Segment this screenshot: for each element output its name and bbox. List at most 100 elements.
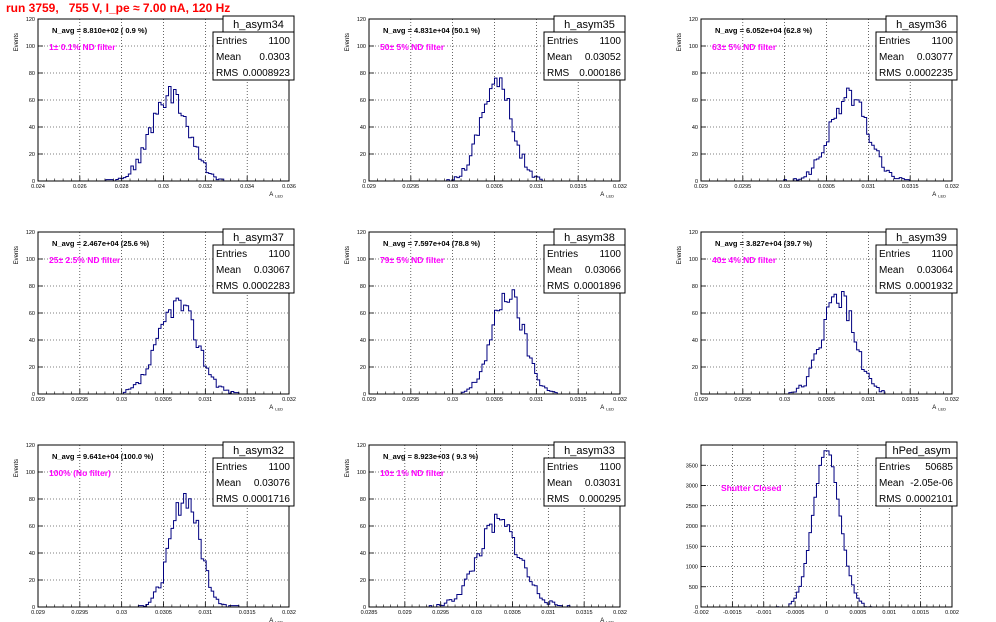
y-tick-label: 0 [695,392,698,398]
stats-entries-label: Entries [547,249,578,260]
stats-entries-value: 50685 [925,462,953,473]
stats-title: h_asym37 [233,232,284,244]
histogram-panel-h_asym37: 0.029 0.0295 0.03 0.0305 0.031 0.0315 0.032 0 20… [14,228,296,412]
y-tick-label: 3500 [686,463,698,469]
x-tick-label: 0.0295 [71,397,88,403]
x-tick-label: 0.0315 [576,610,593,616]
stats-entries-value: 1100 [268,36,290,47]
x-tick-label: -0.002 [693,610,709,616]
y-tick-label: 100 [689,257,698,263]
x-tick-label: 0.0295 [734,397,751,403]
x-tick-label: 0.0295 [402,184,419,190]
x-tick-label: 0.031 [198,397,212,403]
stats-rms-label: RMS [547,494,570,505]
y-tick-label: 100 [26,44,35,50]
run-title: run 3759, 755 V, I_pe ≈ 7.00 nA, 120 Hz [6,1,231,15]
histogram-line [369,289,620,395]
y-tick-label: 120 [26,230,35,236]
stats-entries-value: 1100 [268,462,290,473]
navg-label: N_avg = 6.052e+04 (62.8 %) [715,26,813,35]
x-axis-label-main: A [269,192,273,198]
x-tick-label: 0.0295 [734,184,751,190]
x-axis-label-subscript: LED [938,407,946,412]
y-axis-label: Events [14,33,20,51]
x-tick-label: 0.028 [115,184,129,190]
y-tick-label: 80 [360,284,366,290]
stats-entries-value: 1100 [931,36,953,47]
x-tick-label: 0.024 [31,184,45,190]
y-tick-label: 20 [29,152,35,158]
x-axis-label-subscript: LED [938,194,946,199]
stats-rms-value: 0.000186 [579,68,621,79]
x-tick-label: 0.029 [694,397,708,403]
stats-title: hPed_asym [892,445,950,457]
stats-rms-value: 0.0001716 [243,494,291,505]
x-tick-label: 0.03 [447,184,458,190]
x-tick-label: 0.031 [198,610,212,616]
y-tick-label: 1000 [686,565,698,571]
stats-rms-label: RMS [879,68,902,79]
y-tick-label: 20 [29,365,35,371]
x-tick-label: -0.001 [756,610,772,616]
x-axis-label-main: A [932,192,936,198]
stats-mean-label: Mean [216,52,241,63]
y-tick-label: 40 [360,125,366,131]
x-tick-label: 0.032 [945,184,959,190]
stats-box [875,31,958,81]
y-tick-label: 100 [26,470,35,476]
x-tick-label: 0.029 [362,397,376,403]
filter-note: 63± 5% ND filter [712,42,777,52]
filter-note: 100% (No filter) [49,468,111,478]
x-tick-label: 0.0285 [361,610,378,616]
stats-rms-label: RMS [879,281,902,292]
stats-rms-value: 0.0002101 [906,494,954,505]
filter-note: 40± 4% ND filter [712,255,777,265]
stats-entries-label: Entries [879,36,910,47]
stats-entries-value: 1100 [599,36,621,47]
x-tick-label: 0.0305 [155,610,172,616]
stats-mean-label: Mean [547,265,572,276]
y-tick-label: 20 [360,578,366,584]
x-tick-label: 0.002 [945,610,959,616]
x-axis-label: A LED [932,192,946,199]
stats-box [212,457,295,507]
stats-entries-value: 1100 [931,249,953,260]
x-tick-label: 0.032 [945,397,959,403]
x-tick-label: 0.031 [861,184,875,190]
y-tick-label: 0 [363,179,366,185]
stats-entries-label: Entries [216,462,247,473]
histogram-panel-h_asym34: 0.024 0.026 0.028 0.03 0.032 0.034 0.036 0 20 40 6… [14,15,296,199]
filter-note: 10± 1% ND filter [380,468,445,478]
stats-box [875,457,958,507]
y-axis-label: Events [14,459,20,477]
x-tick-label: 0.03 [779,397,790,403]
x-tick-label: 0.029 [362,184,376,190]
filter-note: 79± 5% ND filter [380,255,445,265]
stats-rms-label: RMS [216,494,239,505]
x-tick-label: 0.0315 [902,397,919,403]
y-tick-label: 0 [363,605,366,611]
x-tick-label: 0.0015 [912,610,929,616]
stats-rms-label: RMS [216,68,239,79]
x-tick-label: 0.0295 [402,397,419,403]
x-axis-label-subscript: LED [606,194,614,199]
x-axis-label-subscript: LED [275,194,283,199]
x-tick-label: 0.029 [398,610,412,616]
y-axis-label: Events [345,246,351,264]
stats-entries-label: Entries [216,36,247,47]
y-tick-label: 40 [692,338,698,344]
stats-mean-value: 0.03052 [585,52,622,63]
x-tick-label: -0.0015 [723,610,742,616]
stats-entries-label: Entries [547,462,578,473]
histogram-panel-h_asym36: 0.029 0.0295 0.03 0.0305 0.031 0.0315 0.032 0 20… [677,15,959,199]
y-tick-label: 80 [692,284,698,290]
y-tick-label: 40 [29,338,35,344]
stats-rms-value: 0.0008923 [243,68,291,79]
stats-rms-value: 0.000295 [579,494,621,505]
x-tick-label: 0.0315 [570,397,587,403]
stats-mean-label: Mean [879,478,904,489]
histogram-line [701,87,952,182]
y-tick-label: 40 [360,551,366,557]
x-axis-label: A LED [600,618,614,622]
x-tick-label: 0.0305 [486,397,503,403]
